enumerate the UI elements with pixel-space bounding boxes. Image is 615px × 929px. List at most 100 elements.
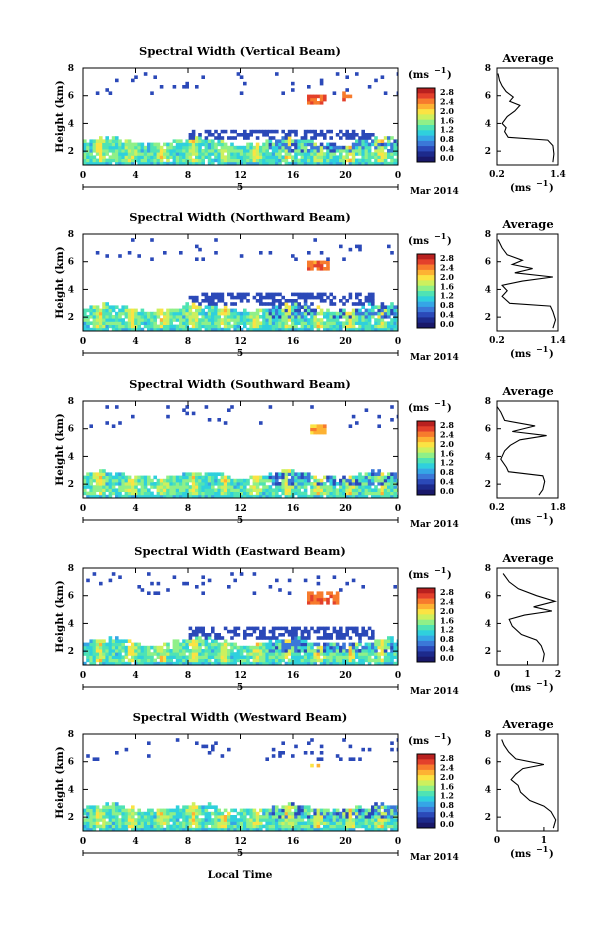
heatmap-cell bbox=[345, 827, 349, 831]
heatmap-cell bbox=[319, 636, 324, 640]
heatmap-cell bbox=[89, 472, 93, 476]
heatmap-cell bbox=[89, 649, 93, 653]
heatmap-cell bbox=[364, 299, 369, 303]
heatmap-cell bbox=[278, 327, 282, 331]
heatmap-cell bbox=[233, 824, 237, 829]
heatmap-cell bbox=[313, 488, 317, 492]
heatmap-cell bbox=[83, 318, 87, 322]
heatmap-cell bbox=[131, 238, 135, 242]
heatmap-cell bbox=[390, 491, 394, 496]
heatmap-cell bbox=[265, 129, 269, 134]
heatmap-cell bbox=[371, 645, 375, 650]
heatmap-cell bbox=[364, 494, 369, 498]
heatmap-cell bbox=[147, 145, 151, 150]
heatmap-cell bbox=[140, 327, 145, 331]
heatmap-cell bbox=[159, 652, 164, 656]
heatmap-cell bbox=[124, 308, 129, 313]
heatmap-cell bbox=[351, 488, 356, 492]
heatmap-cell bbox=[300, 658, 305, 663]
heatmap-cell bbox=[291, 139, 295, 143]
heatmap-cell bbox=[243, 661, 247, 665]
heatmap-cell bbox=[217, 815, 221, 819]
heatmap-cell bbox=[361, 585, 365, 589]
heatmap-cell bbox=[303, 805, 308, 809]
heatmap-cell bbox=[223, 161, 228, 165]
heatmap-cell bbox=[252, 658, 257, 663]
heatmap-cell bbox=[127, 649, 132, 653]
heatmap-cell bbox=[249, 155, 253, 159]
heatmap-cell bbox=[239, 661, 244, 665]
heatmap-cell bbox=[227, 585, 231, 589]
heatmap-cell bbox=[371, 295, 375, 300]
heatmap-cell bbox=[252, 145, 257, 150]
heatmap-cell bbox=[105, 318, 109, 322]
heatmap-cell bbox=[214, 318, 218, 322]
heatmap-cell bbox=[307, 591, 311, 595]
heatmap-cell bbox=[127, 158, 132, 163]
heatmap-cell bbox=[351, 655, 356, 659]
heatmap-cell bbox=[390, 308, 394, 313]
heatmap-cell bbox=[230, 311, 234, 316]
heatmap-cell bbox=[259, 808, 263, 813]
heatmap-cell bbox=[223, 324, 228, 329]
heatmap-cell bbox=[377, 152, 381, 156]
heatmap-cell bbox=[326, 645, 330, 650]
heatmap-cell bbox=[307, 295, 311, 300]
heatmap-cell bbox=[358, 652, 362, 656]
heatmap-cell bbox=[211, 811, 215, 816]
heatmap-cell bbox=[358, 818, 362, 822]
heatmap-cell bbox=[268, 824, 273, 829]
heatmap-cell bbox=[374, 136, 378, 140]
heatmap-cell bbox=[211, 299, 215, 303]
heatmap-cell bbox=[188, 485, 193, 489]
heatmap-cell bbox=[332, 642, 337, 647]
heatmap-cell bbox=[172, 482, 177, 486]
colorbar-swatch bbox=[417, 640, 435, 647]
colorbar-swatch bbox=[417, 619, 435, 626]
heatmap-cell bbox=[351, 629, 356, 634]
heatmap-cell bbox=[227, 652, 231, 656]
heatmap-cell bbox=[204, 485, 209, 489]
heatmap-cell bbox=[275, 658, 279, 663]
heatmap-cell bbox=[275, 305, 279, 309]
heatmap-cell bbox=[335, 645, 340, 650]
heatmap-cell bbox=[307, 292, 311, 297]
heatmap-cell bbox=[259, 815, 263, 819]
average-frame bbox=[496, 400, 559, 499]
heatmap-cell bbox=[351, 129, 356, 134]
heatmap-cell bbox=[230, 491, 234, 496]
heatmap-cell bbox=[201, 299, 205, 303]
heatmap-cell bbox=[223, 815, 228, 819]
heatmap-cell bbox=[377, 808, 381, 813]
heatmap-cell bbox=[300, 629, 305, 634]
heatmap-cell bbox=[227, 324, 231, 329]
heatmap-cell bbox=[291, 642, 295, 647]
heatmap-cell bbox=[191, 655, 196, 659]
heatmap-cell bbox=[316, 763, 321, 768]
heatmap-cell bbox=[131, 161, 135, 165]
heatmap-cell bbox=[342, 321, 346, 325]
heatmap-cell bbox=[390, 818, 394, 822]
avg-x-tick-label: 1 bbox=[524, 670, 530, 680]
heatmap-cell bbox=[143, 658, 148, 663]
colorbar-swatch bbox=[417, 479, 435, 485]
heatmap-cell bbox=[316, 818, 321, 822]
heatmap-cell bbox=[310, 658, 314, 663]
heatmap-cell bbox=[268, 636, 273, 640]
heatmap-cell bbox=[271, 315, 276, 319]
heatmap-cell bbox=[217, 142, 221, 147]
heatmap-cell bbox=[313, 824, 317, 829]
heatmap-cell bbox=[172, 655, 177, 659]
heatmap-cell bbox=[316, 324, 321, 329]
x-tick-label: 0 bbox=[80, 671, 86, 681]
heatmap-cell bbox=[137, 827, 141, 831]
heatmap-cell bbox=[396, 747, 398, 752]
heatmap-cell bbox=[227, 158, 231, 163]
heatmap-cell bbox=[207, 805, 212, 809]
heatmap-cell bbox=[191, 152, 196, 156]
heatmap-cell bbox=[271, 821, 276, 825]
heatmap-cell bbox=[303, 808, 308, 813]
heatmap-cell bbox=[127, 327, 132, 331]
heatmap-cell bbox=[188, 305, 193, 309]
